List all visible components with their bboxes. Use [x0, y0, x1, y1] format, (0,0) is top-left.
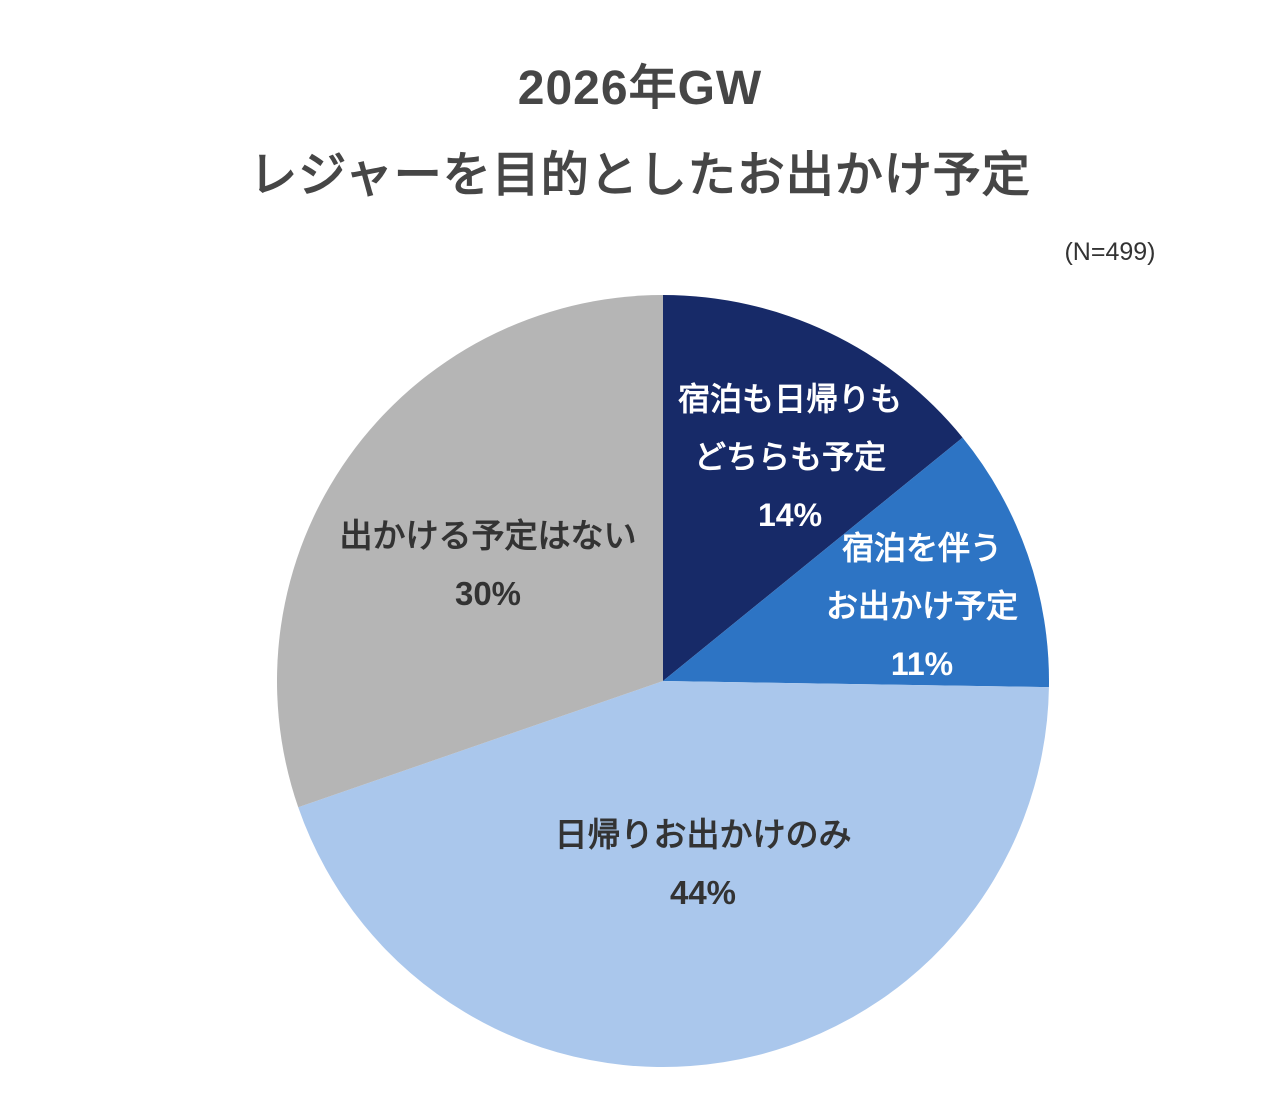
slice-label-no-plans: 出かける予定はない 30%	[340, 507, 637, 623]
slice-label-both-trips: 宿泊も日帰りも どちらも予定 14%	[678, 370, 902, 544]
slice-label-text: 出かける予定はない	[339, 517, 637, 554]
slice-label-text: 宿泊を伴う	[841, 530, 1003, 566]
slice-value-label: 14%	[757, 497, 823, 533]
chart-title-line-2: レジャーを目的としたお出かけ予定	[249, 149, 1031, 202]
slice-label-overnight-trip: 宿泊を伴う お出かけ予定 11%	[826, 519, 1018, 693]
slice-label-text: 日帰りお出かけのみ	[554, 816, 852, 853]
slice-label-text: お出かけ予定	[825, 588, 1019, 624]
sample-size-note: (N=499)	[1064, 238, 1156, 266]
pie-slice-3	[276, 295, 663, 808]
pie-slice-1	[663, 437, 1049, 688]
slice-value-label: 11%	[890, 646, 954, 682]
pie-slice-2	[298, 681, 1049, 1067]
slice-label-text: 宿泊も日帰りも	[677, 381, 903, 417]
slice-label-text: どちらも予定	[693, 439, 887, 475]
slice-value-label: 44%	[669, 874, 737, 911]
chart-title-line-1: 2026年GW	[517, 62, 763, 115]
pie-slice-0	[663, 295, 963, 681]
slice-value-label: 30%	[454, 575, 522, 612]
slice-label-day-trip-only: 日帰りお出かけのみ 44%	[555, 806, 852, 922]
